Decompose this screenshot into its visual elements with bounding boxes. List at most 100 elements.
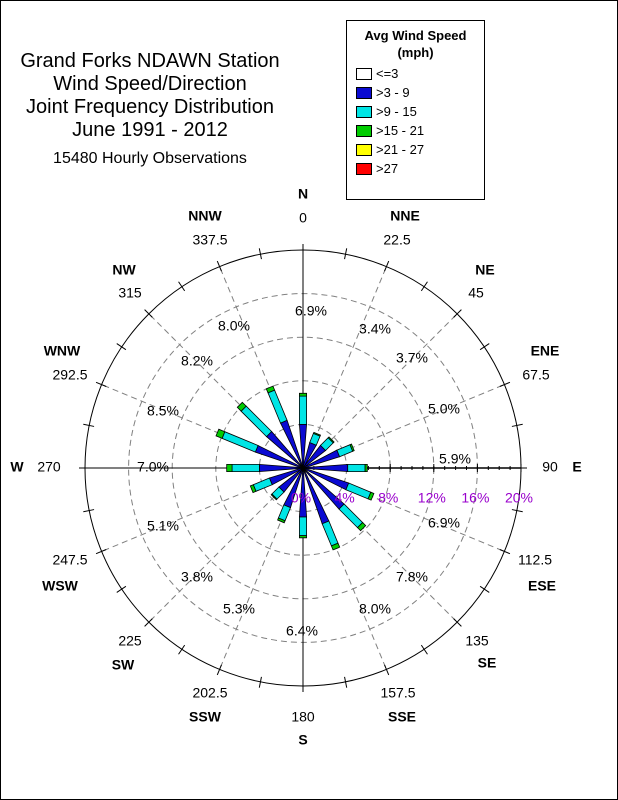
direction-name-label: NNE [390, 208, 420, 224]
legend-label: >21 - 27 [376, 141, 425, 157]
direction-name-label: WSW [42, 578, 79, 594]
direction-percent-label: 5.3% [223, 601, 255, 617]
petal-segment [298, 392, 308, 397]
outer-tick [453, 309, 462, 318]
direction-name-label: SSW [189, 709, 222, 725]
direction-percent-label: 7.0% [137, 459, 169, 475]
outer-tick [178, 644, 186, 655]
direction-percent-label: 7.8% [396, 569, 428, 585]
outer-tick [384, 664, 390, 676]
direction-degree-label: 0 [299, 210, 307, 226]
legend-swatch [356, 67, 372, 80]
direction-name-label: SSE [388, 709, 416, 725]
chart-title-line-3: Joint Frequency Distribution [26, 96, 274, 118]
direction-name-label: WNW [44, 343, 81, 359]
outer-tick [511, 509, 523, 513]
direction-percent-label: 8.0% [359, 601, 391, 617]
direction-percent-label: 8.0% [218, 318, 250, 334]
petal-segment [267, 389, 288, 424]
grid-spoke [302, 384, 505, 469]
direction-degree-label: 225 [118, 633, 142, 649]
petal-segment [226, 463, 233, 473]
direction-degree-label: 337.5 [192, 232, 227, 248]
grid-spoke [302, 313, 458, 469]
direction-percent-label: 3.4% [359, 321, 391, 337]
legend-item: >9 - 15 [347, 102, 484, 121]
petal-segment [249, 484, 257, 494]
chart-title-block: Grand Forks NDAWN Station Wind Speed/Dir… [0, 50, 300, 169]
legend-label: <=3 [376, 65, 399, 81]
grid-spoke [302, 467, 505, 552]
petal-segment [252, 477, 273, 492]
petal-segment [265, 430, 304, 469]
direction-degree-label: 157.5 [380, 685, 415, 701]
petal-segment [367, 491, 375, 501]
chart-title-line-2: Wind Speed/Direction [53, 73, 247, 95]
outer-tick [116, 343, 127, 351]
legend-label: >15 - 21 [376, 122, 425, 138]
direction-percent-label: 8.5% [147, 403, 179, 419]
outer-tick [453, 618, 462, 627]
direction-name-label: ENE [531, 343, 560, 359]
outer-tick [499, 381, 511, 387]
grid-spoke [101, 384, 304, 469]
direction-degree-label: 67.5 [522, 367, 549, 383]
outer-tick [344, 676, 348, 688]
scale-label: 8% [378, 490, 398, 506]
legend-label: >27 [376, 160, 399, 176]
direction-degree-label: 180 [291, 709, 315, 725]
petal-segment [231, 463, 260, 473]
legend-item: >27 [347, 159, 484, 178]
scale-label: 12% [418, 490, 446, 506]
legend-item: >21 - 27 [347, 140, 484, 159]
petal-segment [221, 431, 259, 453]
petal-segment [312, 431, 322, 437]
petal-segment [364, 463, 368, 473]
petal-segment [270, 493, 278, 501]
direction-name-label: E [572, 459, 581, 475]
outer-tick [216, 260, 222, 272]
grid-spoke [219, 467, 304, 670]
direction-percent-label: 5.1% [147, 518, 179, 534]
petal-segment [298, 516, 308, 536]
grid-spoke [148, 313, 304, 469]
direction-percent-label: 3.8% [181, 569, 213, 585]
legend-title-line-1: Avg Wind Speed [364, 28, 467, 43]
outer-tick [384, 260, 390, 272]
petal-segment [298, 395, 308, 425]
outer-tick [216, 664, 222, 676]
outer-tick [178, 281, 186, 292]
direction-degree-label: 45 [468, 285, 484, 301]
direction-name-label: W [10, 459, 24, 475]
direction-name-label: SW [112, 657, 135, 673]
outer-tick [95, 381, 107, 387]
petal-segment [349, 443, 355, 452]
direction-percent-label: 6.4% [286, 623, 318, 639]
petal-segment [298, 535, 308, 539]
petal-segment [236, 401, 247, 412]
legend-swatch [356, 86, 372, 99]
outer-tick [258, 248, 262, 260]
scale-label: 20% [505, 490, 533, 506]
direction-degree-label: 135 [465, 633, 489, 649]
petal-segment [215, 428, 226, 439]
direction-degree-label: 112.5 [518, 552, 552, 568]
scale-label: 16% [461, 490, 489, 506]
chart-subtitle: 15480 Hourly Observations [53, 150, 247, 167]
petal-segment [277, 517, 286, 524]
direction-percent-label: 8.2% [181, 353, 213, 369]
direction-percent-label: 5.0% [428, 401, 460, 417]
outer-tick [499, 549, 511, 555]
outer-tick [344, 248, 348, 260]
outer-tick [511, 423, 523, 427]
outer-tick [83, 509, 95, 513]
scale-label: 0% [291, 490, 311, 506]
outer-tick [95, 549, 107, 555]
direction-degree-label: 22.5 [383, 232, 410, 248]
petal-segment [321, 520, 339, 547]
legend-swatch [356, 124, 372, 137]
direction-degree-label: 90 [542, 459, 558, 475]
outer-tick [420, 281, 428, 292]
legend-label: >9 - 15 [376, 103, 417, 119]
